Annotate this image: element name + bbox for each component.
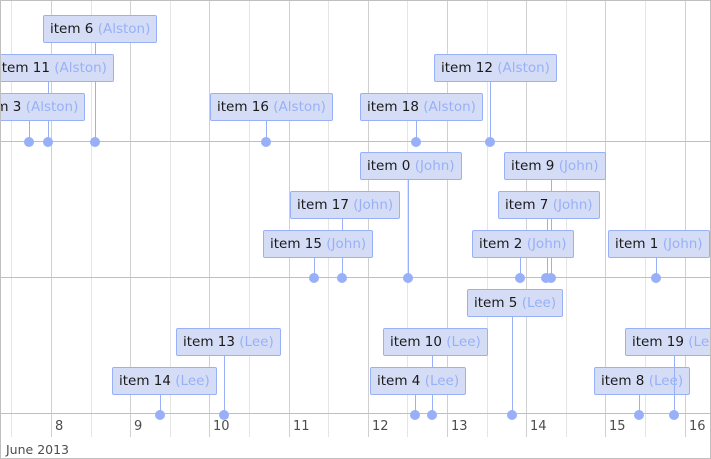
item-3-box[interactable]: item 3 (Alston) (1, 93, 86, 121)
item-4-box[interactable]: item 4 (Lee) (370, 367, 467, 395)
item-group: (Lee) (446, 334, 481, 350)
tick-label-10: 10 (213, 419, 230, 434)
item-group: (John) (526, 236, 567, 252)
item-5-box[interactable]: item 5 (Lee) (467, 289, 564, 317)
item-label: item 18 (367, 99, 419, 115)
group-separator-alston (1, 141, 710, 142)
tick-label-8: 8 (55, 419, 64, 434)
item-group: (John) (414, 158, 455, 174)
item-group: (Alston) (423, 99, 476, 115)
item-14-dot[interactable] (155, 410, 165, 420)
item-7-dot[interactable] (541, 273, 551, 283)
item-19-box[interactable]: item 19 (Lee) (625, 328, 710, 356)
item-group: (Lee) (521, 295, 557, 311)
item-group: (John) (558, 158, 599, 174)
time-axis-line (1, 413, 710, 414)
item-group: (Lee) (175, 373, 210, 389)
item-group: (Lee) (688, 334, 710, 350)
item-label: item 14 (119, 373, 171, 389)
item-9-box[interactable]: item 9 (John) (504, 152, 606, 180)
item-14-box[interactable]: item 14 (Lee) (112, 367, 217, 395)
item-label: item 10 (390, 334, 442, 350)
item-0-dot[interactable] (403, 273, 413, 283)
item-15-dot[interactable] (309, 273, 319, 283)
item-5-dot[interactable] (507, 410, 517, 420)
item-group: (Alston) (273, 99, 326, 115)
item-label: item 8 (601, 373, 645, 389)
item-group: (Lee) (424, 373, 460, 389)
item-group: (Lee) (239, 334, 274, 350)
item-9-dot[interactable] (546, 273, 556, 283)
item-group: (John) (326, 236, 367, 252)
item-6-box[interactable]: item 6 (Alston) (43, 15, 158, 43)
item-label: item 7 (505, 197, 549, 213)
item-4-dot[interactable] (410, 410, 420, 420)
item-label: item 3 (1, 99, 22, 115)
item-label: item 15 (270, 236, 322, 252)
item-label: item 16 (217, 99, 269, 115)
tick-label-16: 16 (689, 419, 706, 434)
item-label: item 9 (511, 158, 555, 174)
item-group: (John) (353, 197, 394, 213)
group-separator-john (1, 277, 710, 278)
item-label: item 0 (367, 158, 411, 174)
item-11-box[interactable]: item 11 (Alston) (0, 54, 114, 82)
item-13-dot[interactable] (219, 410, 229, 420)
item-label: item 6 (50, 21, 94, 37)
item-label: item 1 (615, 236, 659, 252)
tick-label-11: 11 (293, 419, 310, 434)
item-group: (John) (552, 197, 593, 213)
item-label: item 17 (297, 197, 349, 213)
item-label: item 19 (632, 334, 684, 350)
item-18-box[interactable]: item 18 (Alston) (360, 93, 483, 121)
item-17-box[interactable]: item 17 (John) (290, 191, 401, 219)
item-19-dot[interactable] (669, 410, 679, 420)
item-2-box[interactable]: item 2 (John) (472, 230, 574, 258)
item-label: item 4 (377, 373, 421, 389)
item-group: (Lee) (648, 373, 684, 389)
item-13-box[interactable]: item 13 (Lee) (176, 328, 281, 356)
item-17-dot[interactable] (337, 273, 347, 283)
tick-label-13: 13 (451, 419, 468, 434)
item-group: (Alston) (97, 21, 151, 37)
item-18-dot[interactable] (411, 137, 421, 147)
item-2-dot[interactable] (515, 273, 525, 283)
item-6-dot[interactable] (90, 137, 100, 147)
item-10-box[interactable]: item 10 (Lee) (383, 328, 488, 356)
item-8-dot[interactable] (634, 410, 644, 420)
month-label: June 2013 (6, 442, 70, 457)
item-16-dot[interactable] (261, 137, 271, 147)
item-group: (Alston) (497, 60, 550, 76)
item-8-box[interactable]: item 8 (Lee) (594, 367, 691, 395)
item-group: (Alston) (54, 60, 107, 76)
item-15-box[interactable]: item 15 (John) (263, 230, 374, 258)
item-1-box[interactable]: item 1 (John) (608, 230, 710, 258)
item-0-box[interactable]: item 0 (John) (360, 152, 462, 180)
item-16-box[interactable]: item 16 (Alston) (210, 93, 333, 121)
tick-label-14: 14 (530, 419, 547, 434)
item-10-dot[interactable] (427, 410, 437, 420)
item-1-dot[interactable] (651, 273, 661, 283)
item-11-dot[interactable] (43, 137, 53, 147)
item-12-box[interactable]: item 12 (Alston) (434, 54, 557, 82)
item-group: (John) (662, 236, 703, 252)
item-group: (Alston) (25, 99, 79, 115)
tick-label-15: 15 (609, 419, 626, 434)
item-12-dot[interactable] (485, 137, 495, 147)
item-label: item 13 (183, 334, 235, 350)
tick-label-9: 9 (134, 419, 143, 434)
item-7-box[interactable]: item 7 (John) (498, 191, 600, 219)
item-label: item 11 (0, 60, 50, 76)
item-label: item 2 (479, 236, 523, 252)
item-label: item 12 (441, 60, 493, 76)
tick-label-12: 12 (372, 419, 389, 434)
item-3-dot[interactable] (24, 137, 34, 147)
item-label: item 5 (474, 295, 518, 311)
